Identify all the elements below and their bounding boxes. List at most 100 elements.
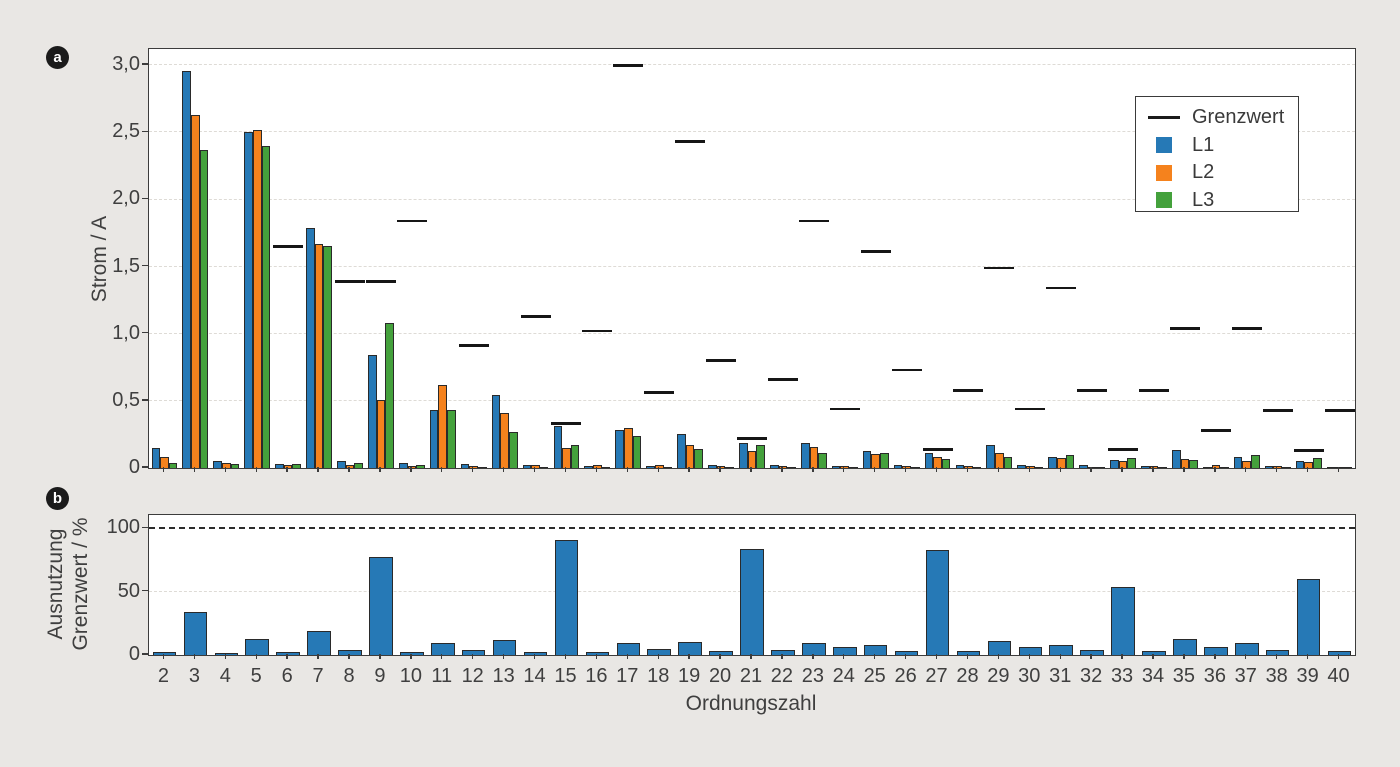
panel-b-utilization-chart [148,514,1356,656]
panel-a-y-tick-mark [141,197,148,200]
panel-a-x-tick-mark [719,467,721,472]
bar-L2-order-3 [191,114,200,468]
bar-L1-order-24 [831,465,841,468]
bar-L3-order-31 [1065,454,1075,468]
x-tick-label-20: 20 [708,665,732,687]
utilization-bar-order-34 [1142,650,1166,655]
panel-b-x-tick-mark [781,654,783,659]
bar-L3-order-40 [1343,466,1353,468]
utilization-bar-order-30 [1018,647,1043,655]
grenzwert-marker-order-31 [1046,286,1077,290]
bar-L3-order-10 [416,465,425,468]
bar-L3-order-15 [570,445,580,468]
x-tick-label-37: 37 [1234,665,1257,687]
x-tick-label-35: 35 [1172,665,1196,687]
bar-L1-order-13 [491,395,501,468]
bar-L3-order-24 [849,466,858,468]
panel-b-x-tick-mark [966,654,969,659]
x-tick-label-28: 28 [956,665,979,687]
bar-L3-order-21 [756,445,765,468]
bar-L2-order-26 [902,465,911,468]
legend-handle [1136,116,1192,120]
bar-L2-order-8 [345,465,355,468]
gridline [149,400,1355,402]
panel-a-x-tick-mark [657,467,659,472]
bar-L1-order-10 [398,462,408,468]
bar-L1-order-11 [429,410,439,468]
bar-L3-order-4 [230,463,240,468]
utilization-bar-order-33 [1111,586,1135,655]
panel-a-x-tick-mark [935,467,938,472]
utilization-bar-order-3 [183,611,208,655]
x-tick-label-7: 7 [312,665,324,687]
utilization-bar-order-39 [1296,578,1321,655]
bar-L1-order-23 [800,443,810,468]
bar-L1-order-39 [1295,461,1305,468]
x-tick-label-27: 27 [925,665,948,687]
gridline [149,265,1355,267]
bar-L3-order-2 [168,462,178,468]
grenzwert-marker-order-33 [1108,447,1139,451]
panel-a-x-tick-mark [1275,467,1278,472]
utilization-bar-order-21 [740,548,764,655]
panel-b-x-tick-mark [1152,654,1154,659]
x-tick-label-11: 11 [431,665,453,687]
grenzwert-marker-order-9 [365,279,396,283]
gridline [149,131,1355,133]
bar-L3-order-13 [508,431,518,468]
bar-L3-order-16 [601,466,611,468]
panel-b-x-tick-mark [162,654,165,659]
grenzwert-marker-order-39 [1293,449,1324,452]
bar-L3-order-7 [323,246,332,468]
x-tick-label-8: 8 [343,665,355,687]
grenzwert-marker-order-22 [767,377,798,381]
panel-b-x-tick-mark [1121,654,1123,659]
bar-L1-order-20 [708,465,717,468]
bar-L3-order-35 [1189,459,1198,468]
bar-L1-order-16 [584,466,594,468]
x-tick-label-39: 39 [1296,665,1319,687]
bar-L1-order-4 [213,461,222,468]
bar-L2-order-33 [1118,461,1128,468]
bar-L2-order-12 [469,466,478,468]
panel-b-x-tick-mark [719,654,721,659]
bar-L1-order-2 [151,447,161,468]
panel-b-x-tick-mark [935,654,938,659]
panel-a-x-tick-mark [255,467,257,472]
bar-L2-order-34 [1149,466,1159,468]
panel-b-x-tick-mark [1059,654,1061,659]
bar-L1-order-36 [1202,466,1212,468]
bar-L1-order-30 [1017,464,1026,468]
bar-L2-order-5 [252,129,262,468]
bar-L3-order-38 [1281,466,1291,468]
grenzwert-marker-order-40 [1324,408,1355,412]
bar-L2-order-11 [438,384,448,468]
panel-b-x-tick-mark [1245,654,1247,659]
bar-L1-order-12 [460,463,470,468]
bar-L1-order-29 [986,445,996,468]
panel-a-x-tick-mark [162,467,165,472]
panel-b-x-tick-mark [224,654,226,659]
panel-b-y-tick-label: 100 [106,516,140,539]
bar-L3-order-27 [941,458,951,468]
bar-L2-order-15 [562,447,571,468]
x-tick-label-31: 31 [1049,665,1072,687]
panel-a-x-tick-mark [379,467,381,472]
panel-a-x-tick-mark [626,467,628,472]
panel-a-badge: a [46,46,69,69]
panel-a-y-tick-mark [141,63,148,65]
bar-L1-order-3 [182,70,192,468]
utilization-bar-order-35 [1173,639,1197,655]
utilization-bar-order-26 [894,650,919,655]
bar-L3-order-18 [663,466,673,468]
panel-b-x-tick-mark [904,654,907,659]
panel-b-x-tick-mark [1214,654,1216,659]
panel-b-x-tick-mark [688,654,690,659]
panel-a-y-tick-label: 0,5 [112,388,140,411]
bar-L1-order-31 [1048,457,1057,468]
bar-L1-order-28 [955,465,965,468]
panel-a-x-tick-mark [1214,467,1216,472]
panel-a-x-tick-mark [502,467,505,472]
bar-L2-order-39 [1304,462,1313,468]
panel-a-x-tick-mark [1183,467,1185,472]
